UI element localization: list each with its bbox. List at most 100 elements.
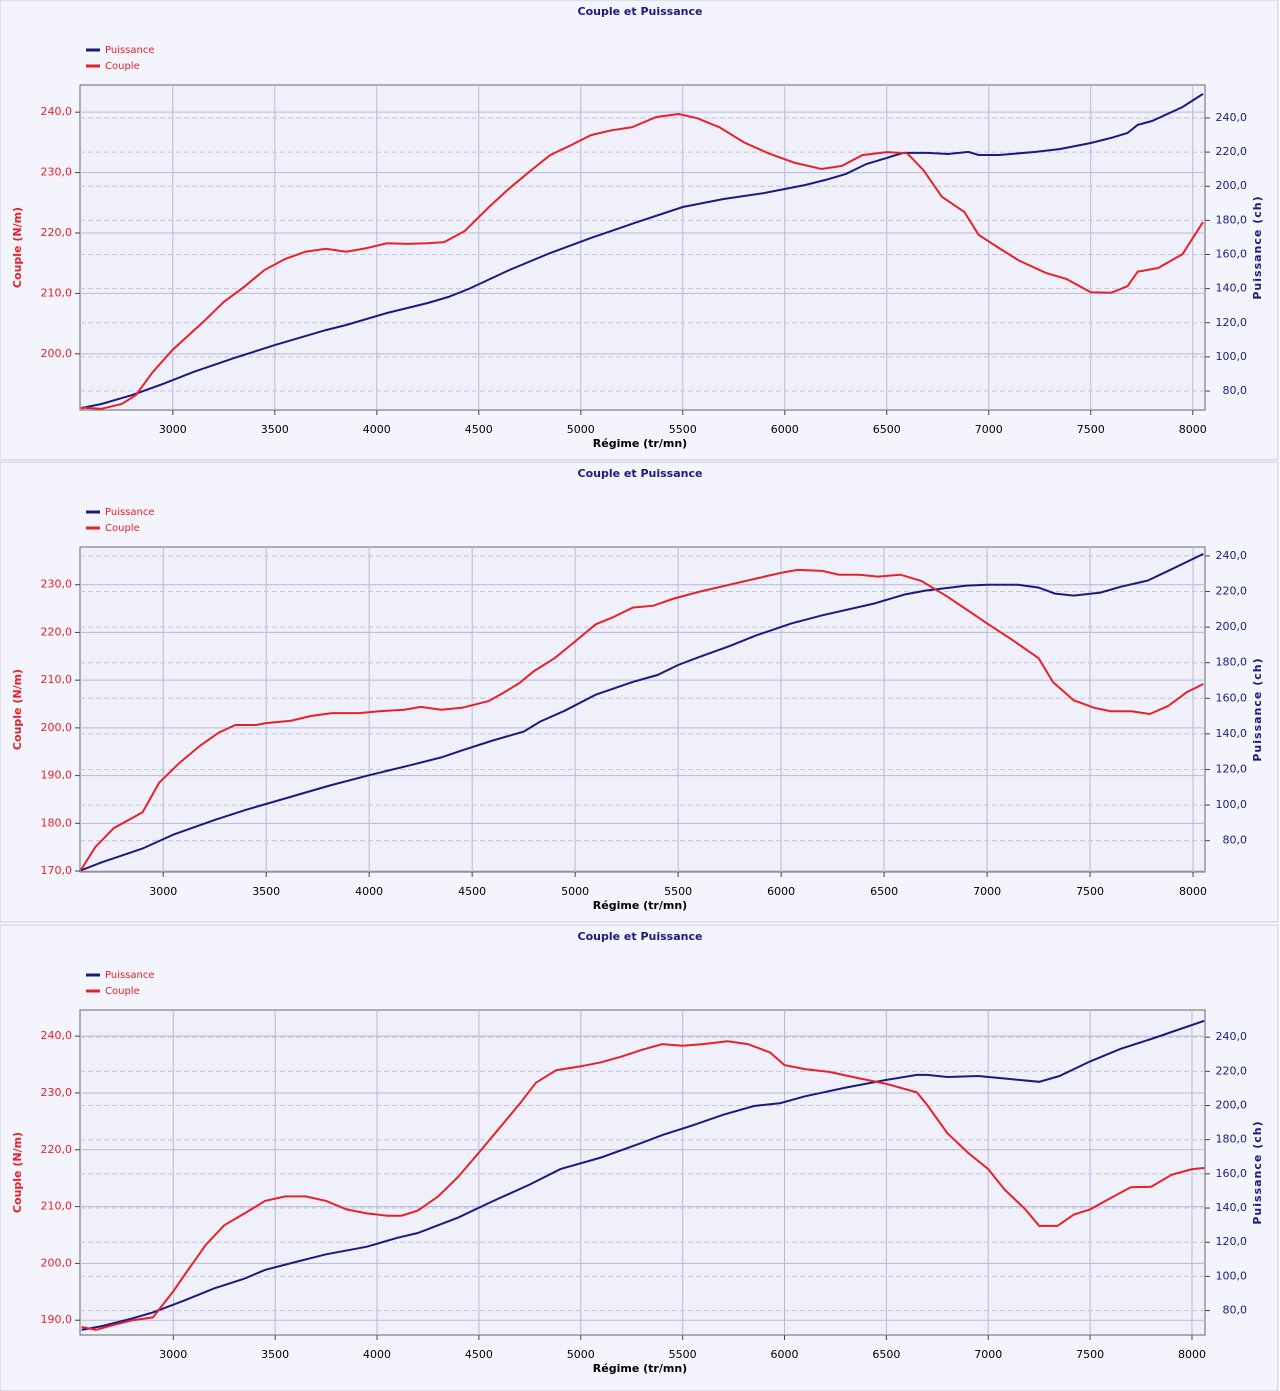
x-tick-label: 5500: [664, 885, 692, 898]
chart-title: Couple et Puissance: [578, 5, 703, 18]
y2-tick-label: 120,0: [1216, 762, 1248, 775]
series-line: [80, 93, 1204, 410]
x-tick-label: 6000: [771, 423, 799, 436]
y-tick-label: 210,0: [41, 1200, 73, 1213]
x-tick-label: 7000: [975, 423, 1003, 436]
series-line: [80, 552, 1204, 872]
y-tick-label: 200,0: [41, 347, 73, 360]
y2-tick-label: 200,0: [1216, 1099, 1248, 1112]
x-tick-label: 6000: [767, 885, 795, 898]
x-tick-label: 7000: [973, 885, 1001, 898]
y2-tick-label: 160,0: [1216, 247, 1248, 260]
y2-tick-label: 220,0: [1216, 1064, 1248, 1077]
y2-tick-label: 180,0: [1216, 656, 1248, 669]
y-tick-label: 230,0: [41, 578, 73, 591]
y2-tick-label: 140,0: [1216, 1201, 1248, 1214]
legend-label: Couple: [105, 523, 140, 534]
y-tick-label: 200,0: [41, 1256, 73, 1269]
x-tick-label: 8000: [1179, 423, 1207, 436]
y-tick-label: 170,0: [41, 864, 73, 877]
y2-axis-label: Puissance (ch): [1251, 657, 1264, 761]
chart-title: Couple et Puissance: [578, 467, 703, 480]
y2-tick-label: 80,0: [1223, 384, 1248, 397]
y2-tick-label: 100,0: [1216, 798, 1248, 811]
y2-tick-label: 120,0: [1216, 1235, 1248, 1248]
x-tick-label: 5000: [567, 423, 595, 436]
x-tick-label: 3000: [149, 885, 177, 898]
x-tick-label: 4500: [465, 423, 493, 436]
chart: Couple et Puissance 3000 3500 4000 4500 5000 5…: [0, 0, 1279, 461]
y-axis-label: Couple (N/m): [11, 207, 24, 288]
y-tick-label: 200,0: [41, 721, 73, 734]
plot-area: [79, 84, 1206, 411]
x-tick-label: 4500: [458, 885, 486, 898]
y2-tick-label: 200,0: [1216, 620, 1248, 633]
x-axis-label: Régime (tr/mn): [593, 899, 687, 912]
y2-axis-label: Puissance (ch): [1251, 195, 1264, 299]
y2-axis-label: Puissance (ch): [1251, 1120, 1264, 1224]
y2-tick-label: 160,0: [1216, 1167, 1248, 1180]
legend-label: Couple: [105, 986, 140, 997]
y-tick-label: 220,0: [41, 625, 73, 638]
y-tick-label: 230,0: [41, 1086, 73, 1099]
y2-tick-label: 180,0: [1216, 1133, 1248, 1146]
y2-tick-label: 240,0: [1216, 111, 1248, 124]
y2-tick-label: 140,0: [1216, 282, 1248, 295]
x-tick-label: 7500: [1076, 885, 1104, 898]
y2-tick-label: 140,0: [1216, 727, 1248, 740]
x-tick-label: 5000: [567, 1348, 595, 1361]
x-tick-label: 5500: [669, 1348, 697, 1361]
y-tick-label: 180,0: [41, 816, 73, 829]
y-axis-label: Couple (N/m): [11, 1132, 24, 1213]
y-tick-label: 220,0: [41, 1143, 73, 1156]
x-tick-label: 5500: [669, 423, 697, 436]
y-tick-label: 210,0: [41, 673, 73, 686]
y-tick-label: 240,0: [41, 1029, 73, 1042]
plot-area: [79, 546, 1206, 873]
chart: Couple et Puissance 3000 3500 4000 4500 5000 5…: [0, 924, 1279, 1391]
legend-label: Puissance: [105, 970, 155, 981]
x-axis-label: Régime (tr/mn): [593, 437, 687, 450]
x-axis-label: Régime (tr/mn): [593, 1362, 687, 1375]
y2-tick-label: 180,0: [1216, 213, 1248, 226]
legend-label: Puissance: [105, 45, 155, 56]
x-tick-label: 6000: [771, 1348, 799, 1361]
y-tick-label: 210,0: [41, 286, 73, 299]
x-tick-label: 3500: [261, 1348, 289, 1361]
x-tick-label: 7000: [974, 1348, 1002, 1361]
x-tick-label: 4000: [363, 1348, 391, 1361]
legend-label: Puissance: [105, 507, 155, 518]
series-line: [79, 568, 1204, 871]
x-tick-label: 7500: [1076, 1348, 1104, 1361]
x-tick-label: 7500: [1077, 423, 1105, 436]
series-line: [81, 1019, 1205, 1331]
y2-tick-label: 240,0: [1216, 1030, 1248, 1043]
plot-area: [79, 1009, 1206, 1336]
series-line: [81, 1040, 1205, 1331]
chart: Couple et Puissance 3000 3500 4000 4500 5000 5…: [0, 461, 1279, 923]
y2-tick-label: 80,0: [1223, 834, 1248, 847]
y-tick-label: 220,0: [41, 226, 73, 239]
y2-tick-label: 240,0: [1216, 549, 1248, 562]
y2-tick-label: 220,0: [1216, 584, 1248, 597]
y-tick-label: 190,0: [41, 769, 73, 782]
x-tick-label: 4000: [355, 885, 383, 898]
y2-tick-label: 120,0: [1216, 316, 1248, 329]
x-tick-label: 8000: [1178, 1348, 1206, 1361]
x-tick-label: 3000: [159, 423, 187, 436]
y-tick-label: 190,0: [41, 1313, 73, 1326]
y-axis-label: Couple (N/m): [11, 669, 24, 750]
y2-tick-label: 160,0: [1216, 691, 1248, 704]
chart-title: Couple et Puissance: [578, 930, 703, 943]
x-tick-label: 6500: [873, 423, 901, 436]
x-tick-label: 3500: [261, 423, 289, 436]
series-line: [80, 112, 1204, 410]
y2-tick-label: 100,0: [1216, 350, 1248, 363]
y2-tick-label: 80,0: [1223, 1304, 1248, 1317]
x-tick-label: 3000: [159, 1348, 187, 1361]
x-tick-label: 6500: [872, 1348, 900, 1361]
x-tick-label: 5000: [561, 885, 589, 898]
y2-tick-label: 100,0: [1216, 1269, 1248, 1282]
y-tick-label: 240,0: [41, 105, 73, 118]
